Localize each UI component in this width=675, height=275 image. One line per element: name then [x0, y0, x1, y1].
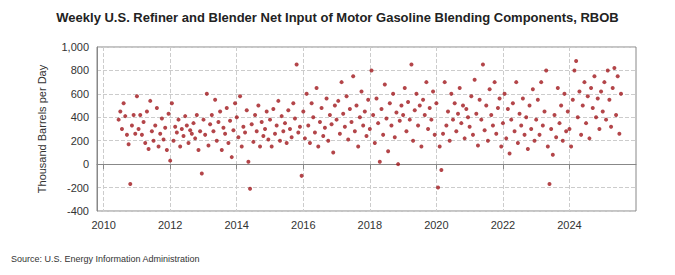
svg-text:400: 400 [71, 111, 89, 123]
svg-text:Weekly U.S. Refiner and Blende: Weekly U.S. Refiner and Blender Net Inpu… [56, 10, 618, 25]
svg-text:2014: 2014 [224, 219, 248, 231]
svg-text:200: 200 [71, 135, 89, 147]
svg-text:0: 0 [83, 158, 89, 170]
svg-text:-200: -200 [67, 182, 89, 194]
svg-text:Source: U.S. Energy Informatio: Source: U.S. Energy Information Administ… [11, 254, 200, 264]
svg-text:2020: 2020 [424, 219, 448, 231]
svg-text:2024: 2024 [557, 219, 581, 231]
svg-text:800: 800 [71, 64, 89, 76]
svg-text:2012: 2012 [158, 219, 182, 231]
svg-text:2018: 2018 [358, 219, 382, 231]
svg-text:2010: 2010 [91, 219, 115, 231]
svg-text:1,000: 1,000 [61, 41, 89, 53]
svg-text:-400: -400 [67, 205, 89, 217]
svg-text:Thousand Barrels per Day: Thousand Barrels per Day [36, 64, 48, 193]
svg-text:2016: 2016 [291, 219, 315, 231]
svg-text:600: 600 [71, 88, 89, 100]
svg-text:2022: 2022 [491, 219, 515, 231]
